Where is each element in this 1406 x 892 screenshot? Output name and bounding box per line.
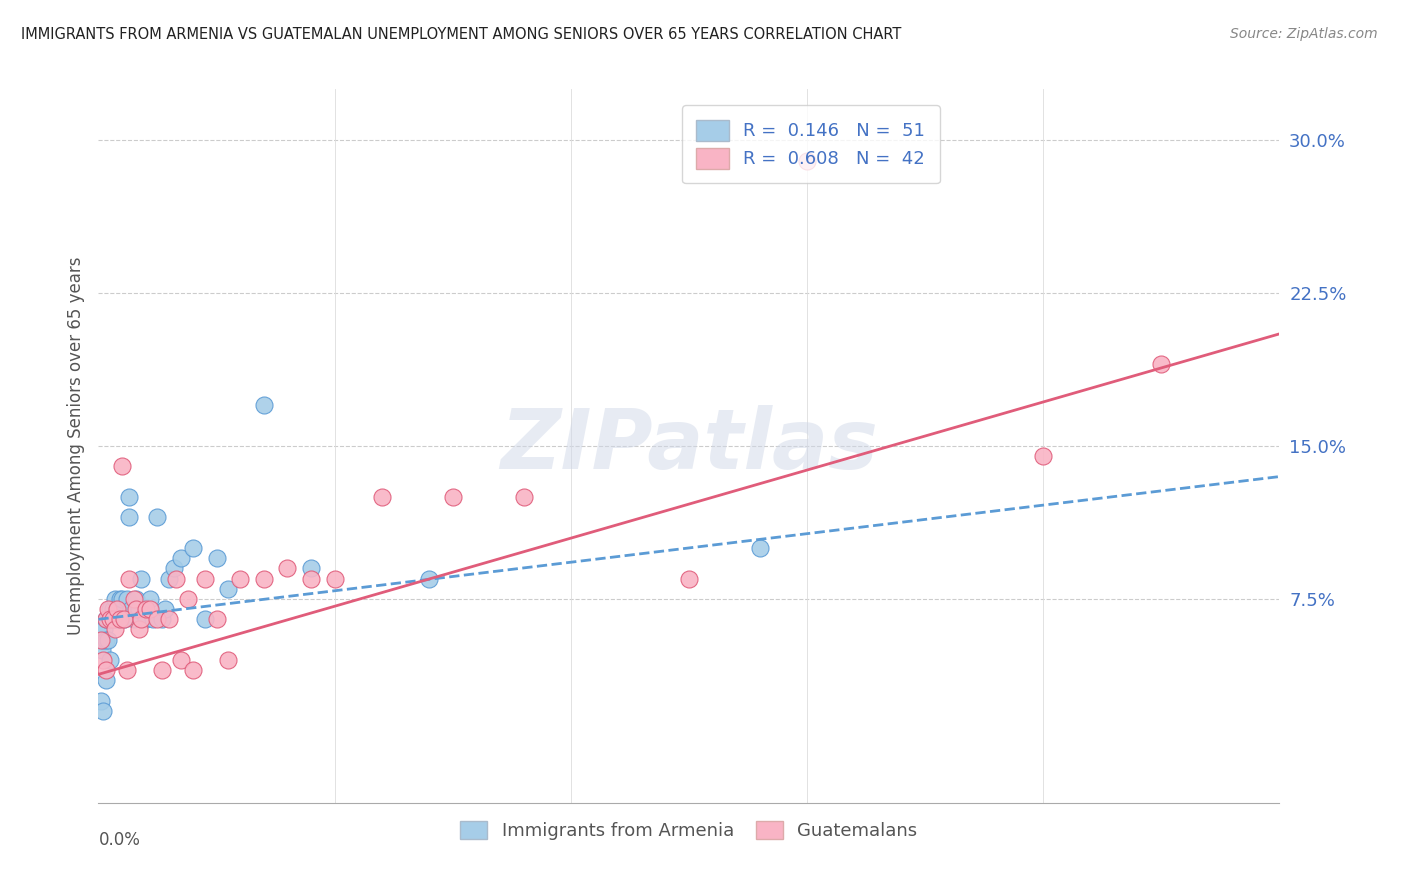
Text: IMMIGRANTS FROM ARMENIA VS GUATEMALAN UNEMPLOYMENT AMONG SENIORS OVER 65 YEARS C: IMMIGRANTS FROM ARMENIA VS GUATEMALAN UN… [21,27,901,42]
Point [97,602,120,616]
Point [253,398,276,412]
Point [101,612,124,626]
Point [276,561,298,575]
Point [111,602,134,616]
Point [299,561,322,575]
Point [170,551,193,566]
Point [90,632,112,647]
Point [217,582,239,596]
Point [146,510,169,524]
Point [91,653,114,667]
Point [153,602,176,616]
Point [122,612,145,626]
Text: Source: ZipAtlas.com: Source: ZipAtlas.com [1230,27,1378,41]
Point [94,632,117,647]
Point [181,663,204,677]
Point [118,490,141,504]
Text: ZIPatlas: ZIPatlas [501,406,877,486]
Point [98,612,121,626]
Point [146,612,169,626]
Point [157,612,180,626]
Point [104,612,127,626]
Point [97,612,120,626]
Point [142,612,165,626]
Point [98,602,121,616]
Text: 0.0%: 0.0% [98,831,141,849]
Point [104,591,127,606]
Point [165,572,187,586]
Point [371,490,394,504]
Point [135,602,157,616]
Point [418,572,440,586]
Point [678,572,700,586]
Point [129,572,152,586]
Point [135,612,157,626]
Point [105,602,128,616]
Point [150,663,173,677]
Point [94,673,117,688]
Point [93,623,115,637]
Point [97,632,120,647]
Point [512,490,534,504]
Point [118,510,141,524]
Legend: Immigrants from Armenia, Guatemalans: Immigrants from Armenia, Guatemalans [453,814,925,847]
Point [112,612,135,626]
Point [139,591,162,606]
Point [157,572,180,586]
Point [139,602,162,616]
Point [194,612,217,626]
Point [90,694,112,708]
Point [748,541,770,555]
Point [122,591,145,606]
Point [441,490,464,504]
Point [94,612,117,626]
Point [101,612,124,626]
Point [121,602,143,616]
Point [98,612,121,626]
Point [105,612,128,626]
Point [108,612,131,626]
Y-axis label: Unemployment Among Seniors over 65 years: Unemployment Among Seniors over 65 years [66,257,84,635]
Point [194,572,217,586]
Point [108,612,131,626]
Point [125,602,148,616]
Point [98,653,121,667]
Point [91,643,114,657]
Point [91,704,114,718]
Point [170,653,193,667]
Point [163,561,186,575]
Point [104,623,127,637]
Point [128,623,150,637]
Point [253,572,276,586]
Point [105,602,128,616]
Point [91,632,114,647]
Point [1032,449,1054,463]
Point [112,612,135,626]
Point [115,663,138,677]
Point [94,663,117,677]
Point [129,612,152,626]
Point [181,541,204,555]
Point [205,612,228,626]
Point [177,591,200,606]
Point [796,153,818,168]
Point [101,602,124,616]
Point [323,572,346,586]
Point [229,572,252,586]
Point [118,572,141,586]
Point [89,632,111,647]
Point [111,591,134,606]
Point [108,591,131,606]
Point [94,612,117,626]
Point [1150,358,1173,372]
Point [90,623,112,637]
Point [128,602,150,616]
Point [115,591,138,606]
Point [111,459,134,474]
Point [217,653,239,667]
Point [299,572,322,586]
Point [150,612,173,626]
Point [205,551,228,566]
Point [125,591,148,606]
